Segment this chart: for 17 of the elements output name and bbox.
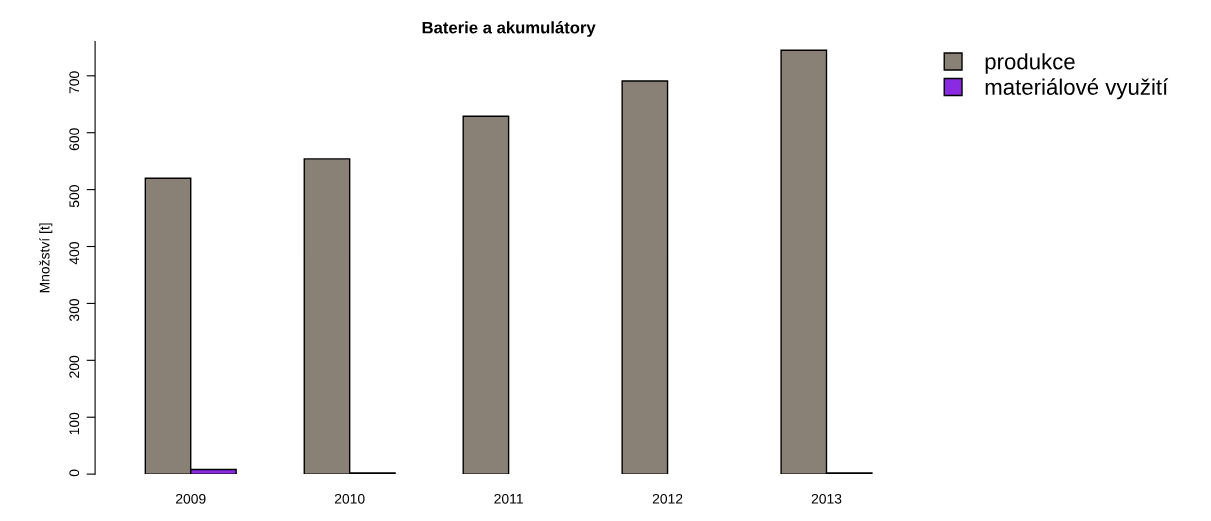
y-tick-label: 700 (69, 71, 80, 94)
y-tick-label: 100 (69, 412, 80, 435)
x-tick-label: 2012 (652, 493, 683, 504)
y-tick-label: 600 (69, 128, 80, 151)
x-tick-label: 2013 (811, 493, 842, 504)
chart-title: Baterie a akumulátory (422, 21, 596, 37)
y-axis-title: Množství [t] (39, 223, 53, 293)
legend-label: materiálové využití (985, 78, 1169, 100)
legend-label: produkce (985, 53, 1075, 74)
y-tick-label: 500 (69, 185, 80, 208)
y-tick-label: 0 (69, 469, 80, 477)
x-tick-label: 2011 (494, 493, 523, 504)
x-tick-label: 2009 (175, 493, 206, 504)
y-tick-label: 300 (69, 298, 80, 322)
y-tick-label: 400 (69, 242, 80, 265)
x-tick-label: 2010 (334, 493, 365, 504)
y-tick-label: 200 (69, 355, 80, 378)
